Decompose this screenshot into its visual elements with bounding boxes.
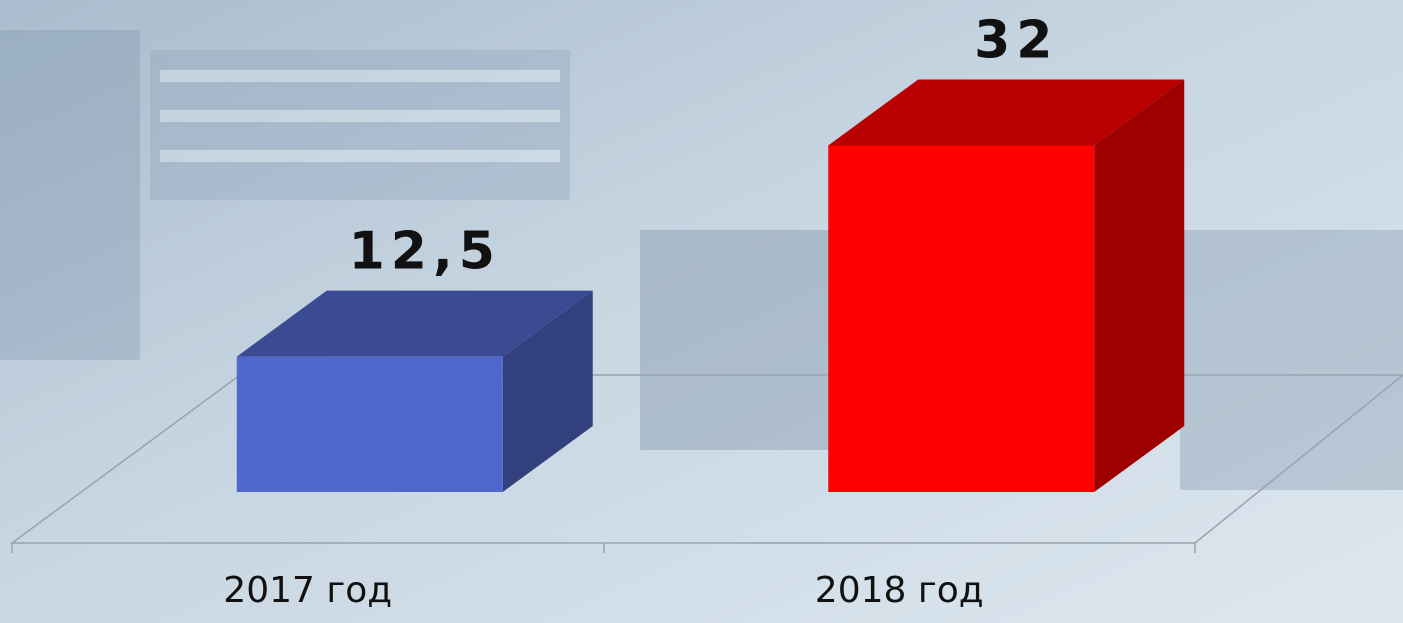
data-label: 12,5 (349, 222, 501, 282)
floor (9, 374, 1403, 553)
bar-side (502, 290, 593, 492)
bar-top (236, 290, 593, 357)
floor-plane (9, 374, 1403, 544)
bar-front (828, 145, 1095, 492)
bar-side (1094, 79, 1185, 492)
background-machinery (0, 30, 1403, 490)
bar-front (236, 356, 503, 492)
x-tick-label: 2017 год (223, 570, 392, 611)
data-label: 32 (974, 10, 1058, 70)
bar-top (828, 79, 1185, 146)
bar (828, 79, 1185, 492)
bar (236, 290, 593, 492)
x-tick-label: 2018 год (815, 570, 984, 611)
